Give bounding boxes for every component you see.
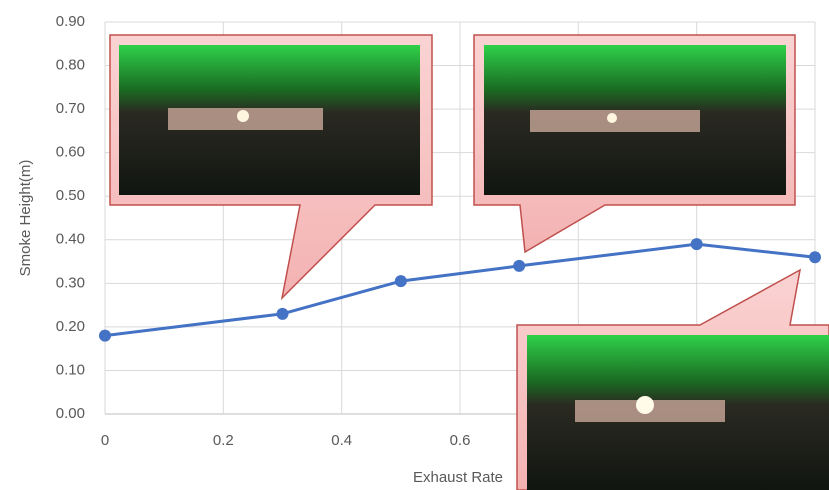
data-point — [809, 251, 821, 264]
y-tick-label: 0.80 — [56, 57, 85, 74]
x-tick-label: 0.6 — [450, 432, 471, 449]
x-tick-label: 0 — [101, 432, 109, 449]
data-point — [513, 259, 526, 272]
y-tick-label: 0.20 — [56, 318, 85, 335]
y-tick-label: 0.60 — [56, 144, 85, 161]
data-point — [394, 275, 407, 288]
y-tick-label: 0.90 — [56, 13, 85, 30]
y-tick-label: 0.00 — [56, 405, 85, 422]
data-point — [690, 238, 703, 251]
y-tick-label: 0.70 — [56, 100, 85, 117]
x-axis-label: Exhaust Rate — [413, 469, 503, 486]
y-tick-label: 0.40 — [56, 231, 85, 248]
photo-detail — [636, 396, 654, 414]
x-tick-label: 0.2 — [213, 432, 234, 449]
photo-detail — [607, 113, 617, 123]
data-point — [276, 307, 289, 320]
y-axis-label: Smoke Height(m) — [17, 160, 34, 277]
y-tick-label: 0.30 — [56, 274, 85, 291]
series-line — [104, 242, 816, 338]
x-tick-label: 0.4 — [331, 432, 352, 449]
y-tick-label: 0.10 — [56, 361, 85, 378]
photo-callouts — [109, 34, 829, 490]
photo-detail — [237, 110, 249, 122]
y-tick-label: 0.50 — [56, 187, 85, 204]
data-point — [99, 329, 111, 342]
